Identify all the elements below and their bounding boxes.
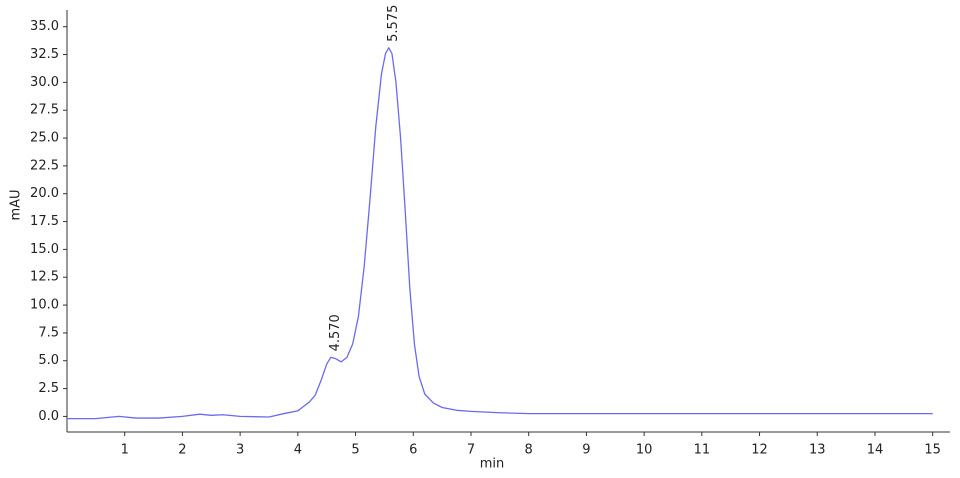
peak-label: 4.570 xyxy=(328,314,343,351)
x-tick-label: 15 xyxy=(924,443,941,458)
y-tick-label: 5.0 xyxy=(38,353,59,368)
x-tick-label: 6 xyxy=(409,443,417,458)
x-tick-label: 10 xyxy=(636,443,653,458)
y-tick-label: 30.0 xyxy=(30,75,59,90)
y-tick-label: 2.5 xyxy=(38,381,59,396)
y-tick-label: 10.0 xyxy=(30,298,59,313)
y-tick-label: 15.0 xyxy=(30,242,59,257)
x-tick-label: 4 xyxy=(294,443,302,458)
y-tick-label: 7.5 xyxy=(38,325,59,340)
x-tick-label: 9 xyxy=(582,443,590,458)
x-tick-label: 5 xyxy=(351,443,359,458)
peak-label: 5.575 xyxy=(386,5,401,42)
y-tick-label: 12.5 xyxy=(30,270,59,285)
x-tick-label: 2 xyxy=(178,443,186,458)
y-tick-label: 0.0 xyxy=(38,409,59,424)
x-tick-label: 1 xyxy=(121,443,129,458)
x-tick-label: 12 xyxy=(751,443,768,458)
x-axis-label: min xyxy=(480,457,505,472)
y-tick-label: 35.0 xyxy=(30,19,59,34)
y-tick-label: 32.5 xyxy=(30,47,59,62)
trace xyxy=(67,47,933,420)
y-tick-label: 27.5 xyxy=(30,103,59,118)
y-tick-label: 25.0 xyxy=(30,131,59,146)
x-tick-label: 14 xyxy=(867,443,884,458)
y-axis-label: mAU xyxy=(9,189,24,220)
x-tick-label: 11 xyxy=(694,443,711,458)
y-tick-label: 17.5 xyxy=(30,214,59,229)
x-tick-label: 7 xyxy=(467,443,475,458)
x-tick-label: 8 xyxy=(525,443,533,458)
x-tick-label: 13 xyxy=(809,443,826,458)
y-tick-label: 22.5 xyxy=(30,158,59,173)
x-tick-label: 3 xyxy=(236,443,244,458)
y-tick-label: 20.0 xyxy=(30,186,59,201)
